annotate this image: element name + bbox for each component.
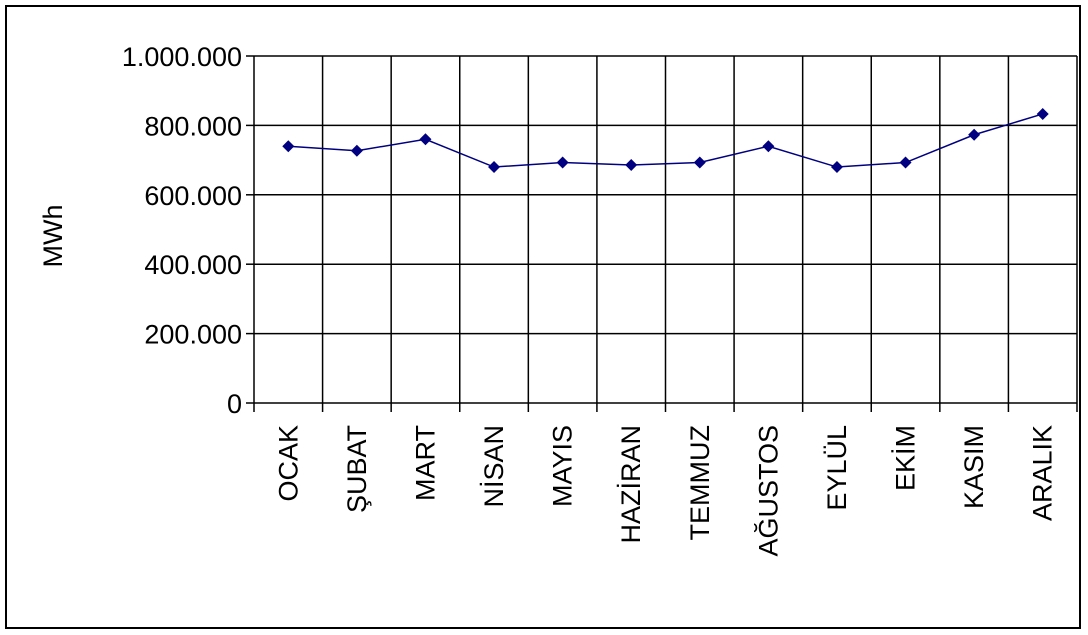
y-axis-label: MWh [38, 205, 68, 268]
x-tick-label: EYLÜL [822, 425, 852, 511]
x-tick-label: ARALIK [1028, 425, 1058, 521]
x-tick-label: KASIM [959, 425, 989, 509]
series-line [288, 113, 1043, 168]
data-point [625, 158, 638, 171]
data-point [693, 156, 706, 169]
x-tick-label: NİSAN [478, 425, 509, 508]
data-point [556, 156, 569, 169]
data-point [830, 161, 843, 174]
x-tick-label: AĞUSTOS [752, 425, 783, 557]
data-point [419, 133, 432, 146]
x-tick-label: HAZİRAN [615, 425, 646, 544]
x-tick-label: MART [410, 425, 440, 501]
y-tick-label: 1.000.000 [122, 42, 242, 72]
data-point [968, 128, 981, 141]
data-point [762, 140, 775, 153]
data-point [350, 144, 363, 157]
x-tick-label: OCAK [273, 425, 303, 502]
data-point [282, 140, 295, 153]
data-point [488, 161, 501, 174]
y-tick-label: 800.000 [144, 111, 242, 141]
plot-area: 0 200.000 400.000 600.000 800.000 1.000.000 OC… [122, 42, 1078, 557]
x-tick-label: MAYIS [548, 425, 578, 507]
x-tick-label: TEMMUZ [685, 425, 715, 540]
y-tick-label: 0 [227, 389, 242, 419]
data-point [1036, 107, 1049, 120]
data-point [899, 156, 912, 169]
chart-border [5, 5, 1081, 629]
x-tick-label: EKİM [890, 425, 921, 491]
y-tick-label: 200.000 [144, 320, 242, 350]
y-tick-label: 600.000 [144, 181, 242, 211]
y-tick-label: 400.000 [144, 250, 242, 280]
x-tick-label: ŞUBAT [342, 425, 372, 513]
